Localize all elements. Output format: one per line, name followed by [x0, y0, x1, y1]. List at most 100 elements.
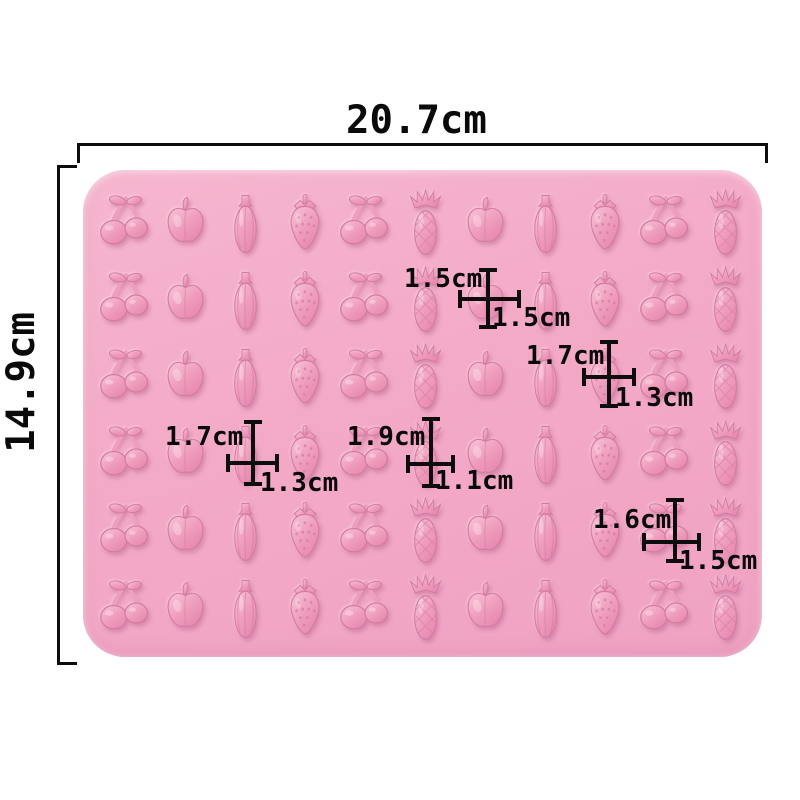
mold-cavity-cherry [635, 569, 695, 646]
cavity-2-vcap-bottom [600, 404, 618, 408]
mold-cavity-cherry [335, 261, 395, 338]
strawberry-icon [582, 577, 628, 638]
mold-cavity-cherry [95, 569, 155, 646]
mold-cavity-banana [215, 261, 275, 338]
cavity-5-vcap-bottom [666, 559, 684, 563]
height-dimension-tick-top [57, 165, 77, 168]
cavity-5-hcap-left [642, 533, 646, 551]
mold-cavity-banana [515, 492, 575, 569]
cavity-5-vline [673, 499, 677, 562]
mold-cavity-strawberry [575, 184, 635, 261]
cherry-icon [337, 501, 393, 561]
apple-icon [461, 502, 510, 559]
cavity-3-vcap-top [244, 420, 262, 424]
mold-cavity-apple [155, 569, 215, 646]
cavity-2-width-label: 1.3cm [615, 383, 694, 413]
cavity-3-vcap-bottom [244, 482, 262, 486]
mold-cavity-apple [155, 492, 215, 569]
mold-cavity-cherry [95, 261, 155, 338]
cherry-icon [337, 193, 393, 253]
strawberry-icon [582, 423, 628, 484]
mold-cavity-strawberry [275, 569, 335, 646]
strawberry-icon [582, 192, 628, 253]
cavity-1-hline [459, 297, 520, 301]
cherry-icon [337, 578, 393, 638]
cavity-1-height-label: 1.5cm [404, 264, 483, 294]
mold-cavity-cherry [95, 338, 155, 415]
mold-cavity-strawberry [575, 415, 635, 492]
mold-cavity-strawberry [575, 261, 635, 338]
cavity-5-vcap-top [666, 498, 684, 502]
cavity-4-vline [429, 418, 433, 487]
height-dimension-tick-bottom [57, 662, 77, 665]
mold-cavity-cherry [335, 569, 395, 646]
mold-cavity-pineapple [395, 338, 455, 415]
apple-icon [161, 579, 210, 636]
mold-cavity-pineapple [395, 184, 455, 261]
apple-icon [161, 271, 210, 328]
apple-icon [461, 194, 510, 251]
mold-grid [95, 184, 755, 646]
mold-cavity-cherry [95, 184, 155, 261]
cavity-4-hcap-right [451, 455, 455, 473]
mold-cavity-banana [215, 184, 275, 261]
cherry-icon [637, 193, 693, 253]
pineapple-icon [403, 497, 448, 565]
strawberry-icon [582, 269, 628, 330]
mold-cavity-cherry [635, 261, 695, 338]
mold-cavity-pineapple [695, 184, 755, 261]
cherry-icon [637, 270, 693, 330]
apple-icon [461, 348, 510, 405]
cavity-5-hline [643, 540, 700, 544]
mold-cavity-strawberry [275, 184, 335, 261]
overall-width-label: 20.7cm [346, 98, 487, 143]
cherry-icon [97, 347, 153, 407]
cherry-icon [337, 270, 393, 330]
pineapple-icon [703, 420, 748, 488]
pineapple-icon [703, 574, 748, 642]
mold-cavity-strawberry [275, 338, 335, 415]
width-dimension-tick-left [77, 143, 80, 163]
apple-icon [161, 502, 210, 559]
mold-cavity-apple [155, 184, 215, 261]
mold-cavity-apple [455, 492, 515, 569]
strawberry-icon [282, 500, 328, 561]
cherry-icon [97, 270, 153, 330]
mold-cavity-banana [215, 569, 275, 646]
cavity-4-vcap-bottom [422, 484, 440, 488]
cherry-icon [637, 424, 693, 484]
mold-cavity-cherry [635, 415, 695, 492]
cavity-1-vcap-top [479, 268, 497, 272]
banana-icon [524, 422, 567, 486]
banana-icon [524, 576, 567, 640]
banana-icon [224, 576, 267, 640]
banana-icon [224, 191, 267, 255]
mold-cavity-banana [515, 569, 575, 646]
banana-icon [524, 191, 567, 255]
cavity-3-hline [227, 461, 278, 465]
mold-cavity-cherry [335, 338, 395, 415]
mold-cavity-pineapple [395, 569, 455, 646]
mold-cavity-banana [215, 492, 275, 569]
mold-cavity-banana [515, 415, 575, 492]
cavity-4-height-label: 1.9cm [347, 422, 426, 452]
cavity-3-width-label: 1.3cm [260, 468, 339, 498]
silicone-mold [83, 170, 762, 657]
cavity-5-width-label: 1.5cm [679, 546, 758, 576]
cavity-4-hline [407, 462, 455, 466]
pineapple-icon [403, 574, 448, 642]
cavity-1-hcap-right [517, 290, 521, 308]
cavity-2-vcap-top [600, 340, 618, 344]
mold-cavity-cherry [95, 415, 155, 492]
width-dimension-line [77, 143, 768, 146]
cavity-2-hcap-right [632, 368, 636, 386]
mold-cavity-pineapple [695, 569, 755, 646]
cherry-icon [97, 501, 153, 561]
apple-icon [161, 194, 210, 251]
mold-cavity-apple [155, 261, 215, 338]
mold-cavity-apple [155, 338, 215, 415]
width-dimension-tick-right [765, 143, 768, 163]
cavity-1-hcap-left [458, 290, 462, 308]
cavity-2-height-label: 1.7cm [526, 341, 605, 371]
